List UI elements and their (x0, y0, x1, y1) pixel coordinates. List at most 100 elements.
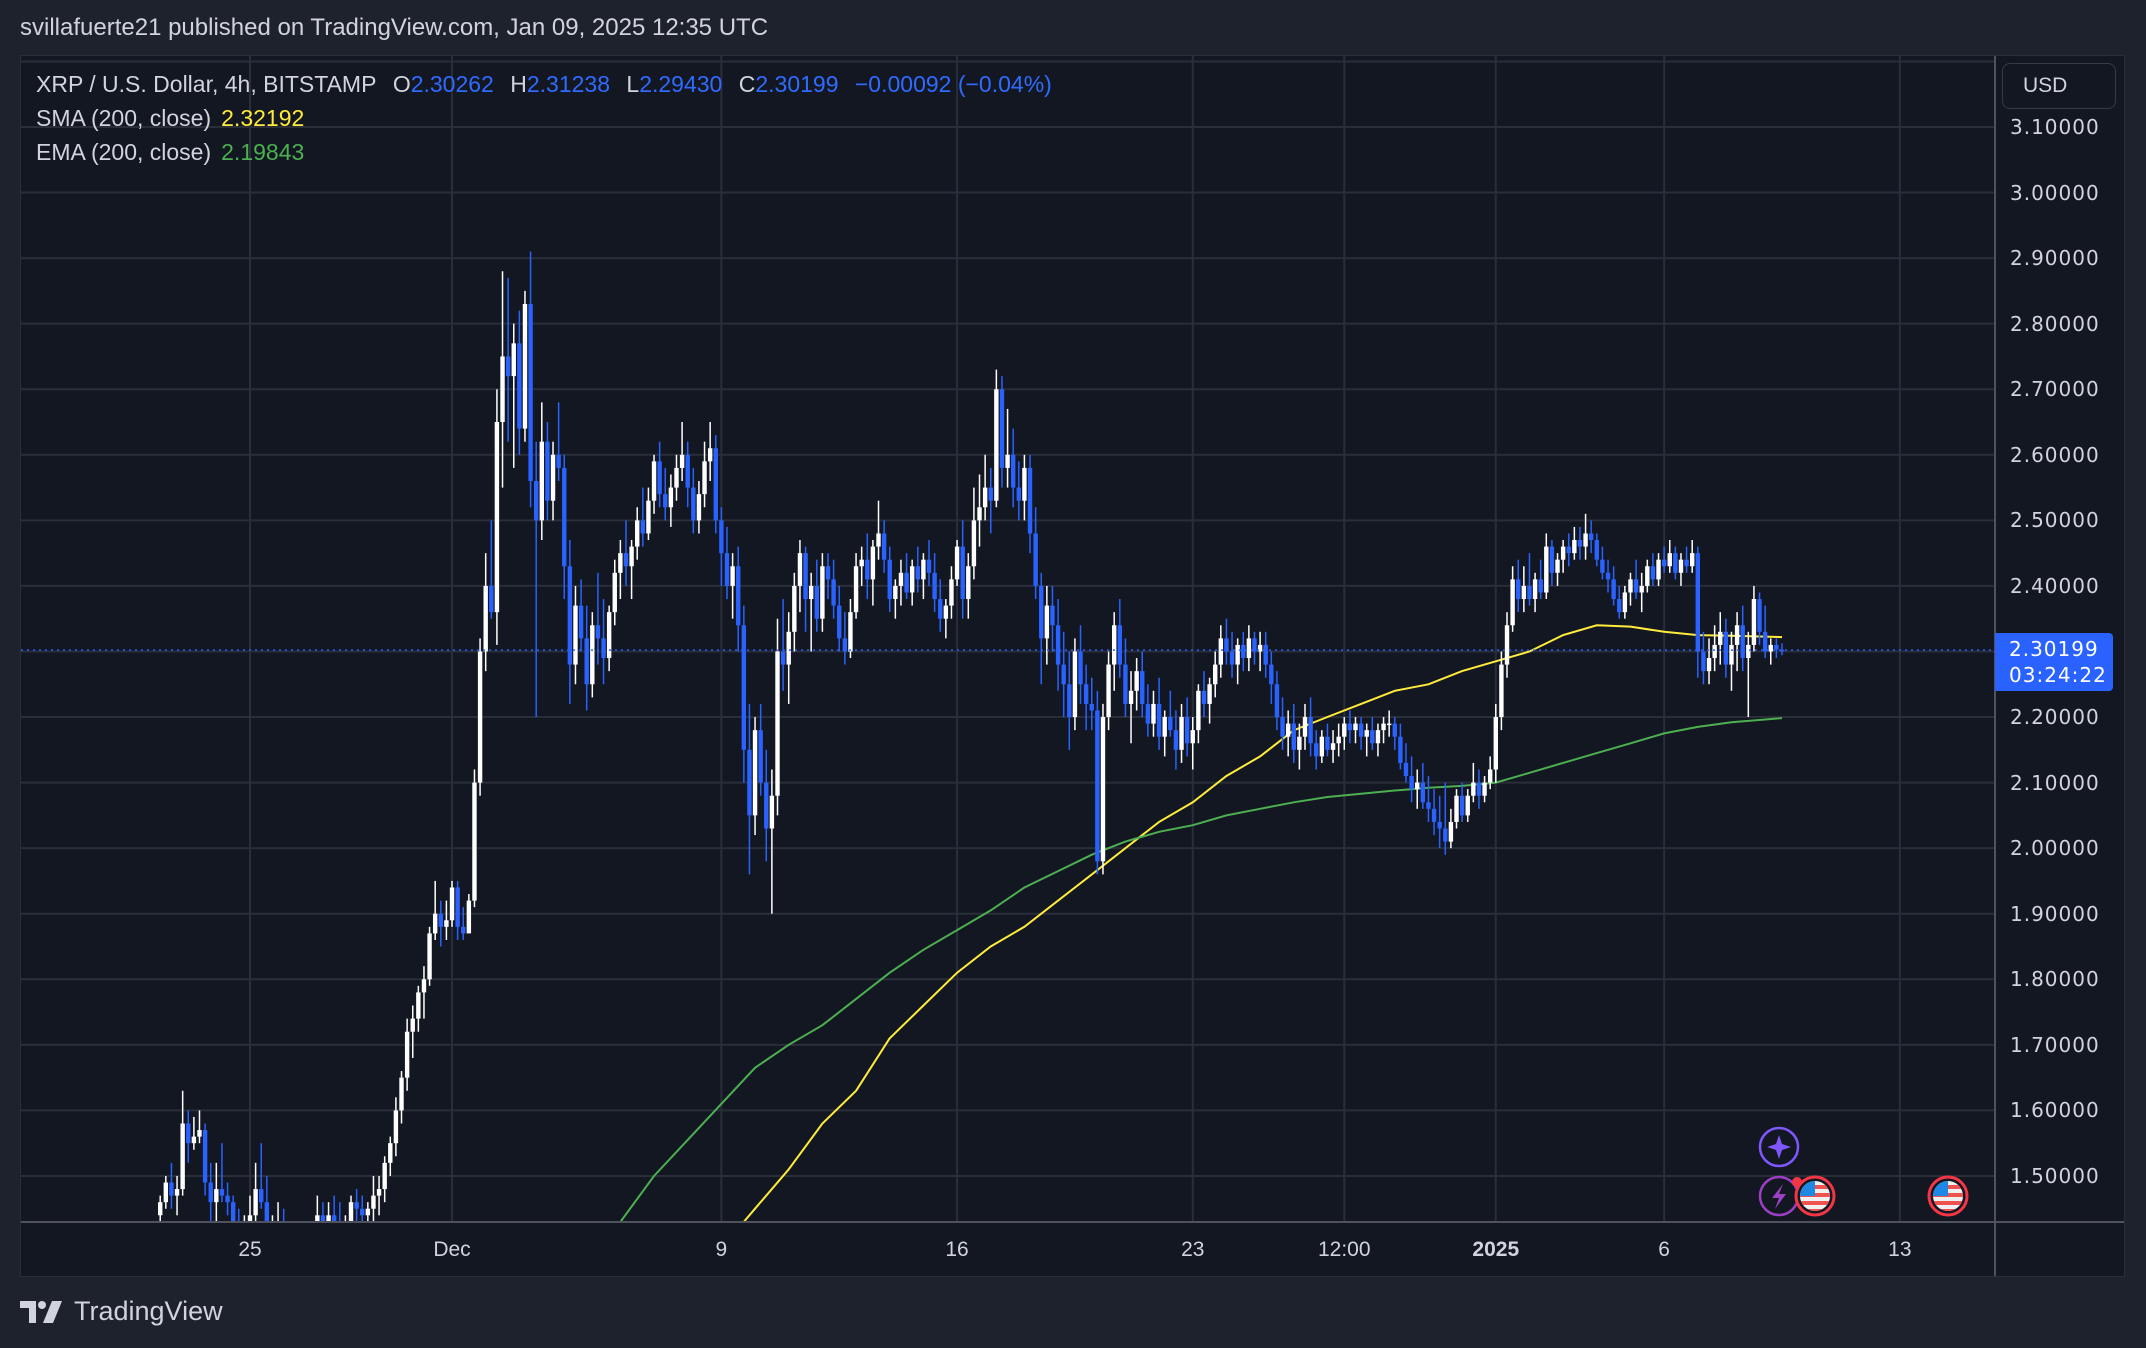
grid-lines (21, 56, 1995, 1222)
candle-down (1600, 546, 1605, 580)
candle-up (180, 1090, 185, 1196)
candle-up (343, 1215, 348, 1222)
candle-body (1751, 599, 1757, 645)
candle-body (247, 1215, 253, 1222)
candle-body (736, 566, 741, 626)
candle-body (1263, 644, 1268, 665)
current-price: 2.30199 (2009, 637, 2099, 662)
candle-up (1179, 703, 1184, 763)
candle-body (1128, 690, 1134, 704)
tradingview-logo-icon (20, 1300, 62, 1323)
candle-up (1639, 572, 1644, 613)
candle-body (331, 1215, 337, 1222)
candle-down (1067, 651, 1072, 750)
candle-up (1005, 408, 1010, 488)
candle-up (668, 474, 674, 527)
candle-body (797, 553, 803, 586)
candle-down (354, 1189, 359, 1222)
candle-body (1347, 723, 1353, 731)
candle-body (837, 605, 842, 639)
candle-down (1263, 631, 1268, 678)
candle-up (197, 1110, 202, 1144)
candle-down (1269, 651, 1274, 704)
candle-down (208, 1162, 213, 1222)
candle-body (1280, 717, 1285, 737)
candle-up (1111, 612, 1117, 691)
candle-body (1325, 736, 1330, 750)
candle-body (1684, 559, 1689, 567)
candle-down (202, 1123, 208, 1196)
event-markers (1758, 1126, 1969, 1217)
candle-up (1583, 513, 1588, 560)
candle-up (1106, 651, 1111, 731)
candle-up (1628, 572, 1633, 606)
candle-down (1117, 599, 1123, 678)
candle-down (758, 703, 763, 796)
candle-down (1605, 559, 1611, 593)
candle-down (1201, 671, 1207, 718)
currency-button[interactable]: USD (2002, 63, 2116, 109)
price-axis-label: 2.10000 (2010, 770, 2100, 795)
candle-down (1695, 546, 1701, 678)
candle-body (881, 533, 887, 560)
candle-down (663, 467, 668, 521)
candle-down (1325, 723, 1330, 757)
candle-up (191, 1116, 197, 1150)
candle-body (517, 343, 522, 429)
ema-200-line (619, 717, 1783, 1222)
candle-down (1039, 572, 1044, 685)
candle-body (376, 1189, 382, 1196)
candle-down (230, 1195, 236, 1222)
candle-body (1605, 572, 1611, 580)
candle-body (1437, 821, 1442, 829)
star-event-icon[interactable] (1758, 1126, 1800, 1168)
candle-down (1274, 671, 1280, 731)
candle-body (820, 566, 825, 619)
candle-up (371, 1175, 376, 1222)
candle-up (674, 454, 679, 501)
candle-body (1504, 625, 1510, 665)
candle-body (1409, 776, 1414, 790)
candle-body (1594, 540, 1599, 560)
candle-down (1280, 697, 1285, 750)
candle-up (500, 271, 505, 488)
low-value: 2.29430 (639, 71, 723, 97)
candle-body (831, 579, 836, 606)
tradingview-logo[interactable]: TradingView (20, 1296, 223, 1327)
us-flag-event-icon[interactable] (1927, 1175, 1969, 1217)
open-value: 2.30262 (410, 71, 494, 97)
sma-legend[interactable]: SMA (200, close) 2.32192 (36, 105, 314, 132)
candle-body (1431, 808, 1437, 822)
candle-body (1151, 703, 1156, 724)
time-axis-label: 16 (945, 1238, 969, 1261)
candle-body (904, 572, 909, 593)
candle-up (909, 559, 915, 606)
candle-body (1723, 631, 1729, 665)
candle-body (1168, 717, 1173, 731)
candle-body (1538, 579, 1543, 593)
candle-body (259, 1189, 264, 1203)
candle-up (1667, 540, 1672, 573)
candle-body (1493, 717, 1498, 770)
candle-body (960, 546, 965, 600)
symbol-name[interactable]: XRP / U.S. Dollar, 4h, BITSTAMP (36, 71, 377, 97)
candle-body (1678, 559, 1684, 573)
candle-body (769, 795, 775, 829)
ema-legend[interactable]: EMA (200, close) 2.19843 (36, 139, 314, 166)
candle-up (876, 500, 881, 560)
candle-up (853, 553, 859, 619)
candle-up (1471, 762, 1476, 803)
candle-body (1443, 828, 1448, 842)
us-flag-event-icon[interactable] (1792, 1175, 1836, 1217)
candle-down (814, 559, 819, 632)
candle-down (438, 900, 443, 947)
candle-up (870, 540, 876, 606)
candle-up (1751, 585, 1757, 652)
candle-body (1577, 540, 1583, 547)
candle-up (1330, 730, 1336, 763)
high-value: 2.31238 (526, 71, 610, 97)
price-axis-label: 2.20000 (2010, 705, 2100, 730)
candle-body (971, 520, 977, 567)
candle-up (1319, 730, 1325, 763)
